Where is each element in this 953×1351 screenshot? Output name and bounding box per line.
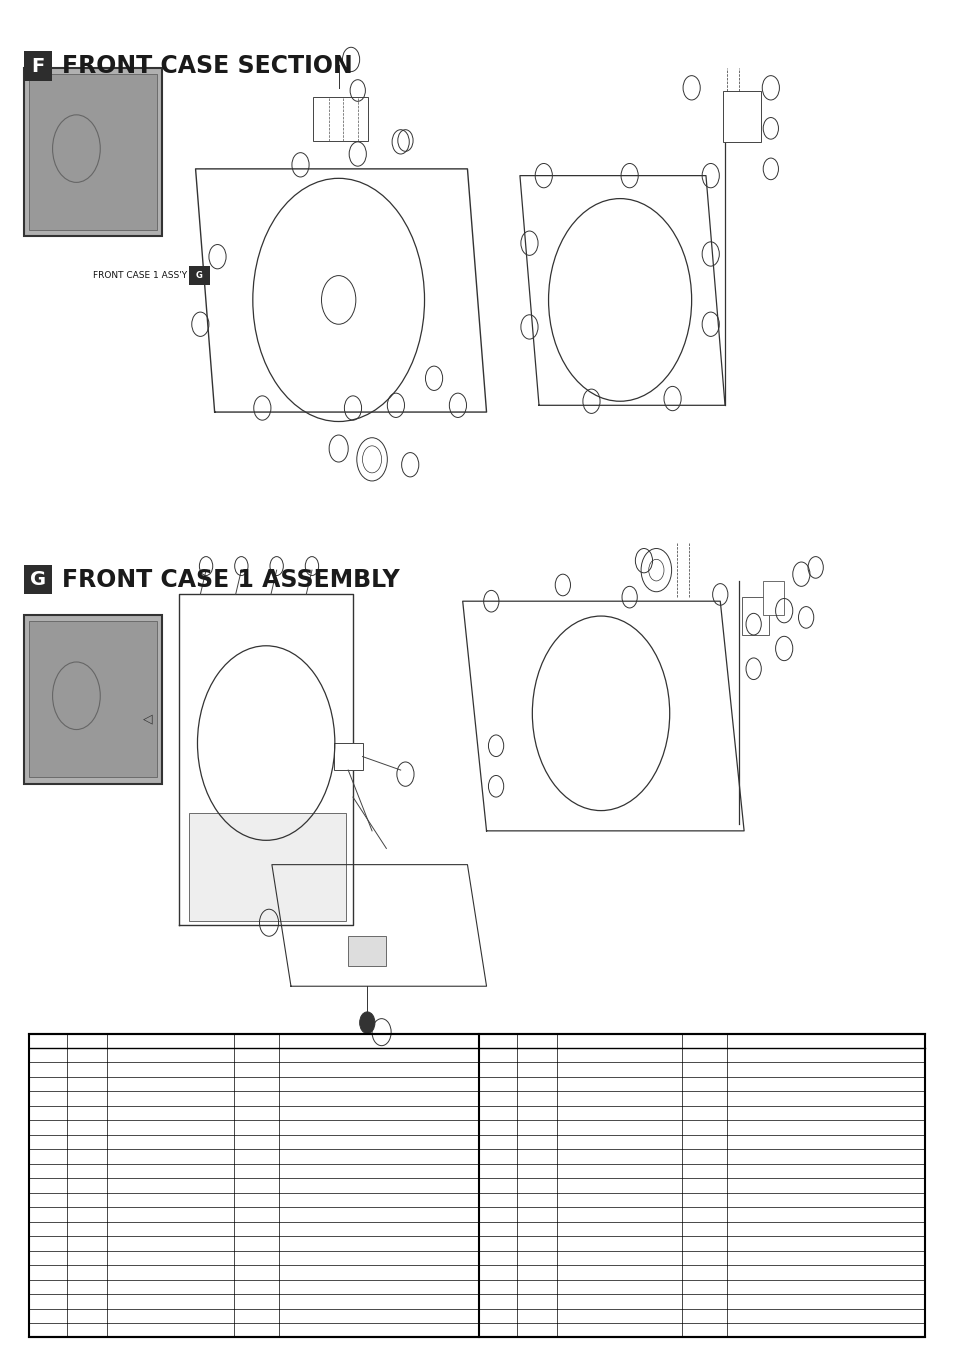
Bar (24, 615, 162, 784)
Bar (762, 581, 783, 615)
Bar (24, 51, 52, 81)
Text: G: G (195, 272, 203, 280)
Bar (189, 266, 210, 285)
Polygon shape (272, 865, 486, 986)
Text: FRONT CASE 1 ASSEMBLY: FRONT CASE 1 ASSEMBLY (62, 567, 399, 592)
Text: F: F (31, 57, 45, 76)
Bar (24, 68, 162, 236)
Polygon shape (195, 169, 486, 412)
Bar (722, 91, 760, 142)
Bar (741, 597, 768, 635)
Polygon shape (462, 601, 743, 831)
Bar (313, 97, 368, 141)
Bar (334, 743, 362, 770)
Text: FRONT CASE 1 ASS'Y: FRONT CASE 1 ASS'Y (92, 272, 187, 280)
Bar (189, 813, 346, 921)
Bar (29, 74, 157, 230)
Polygon shape (519, 176, 724, 405)
Text: FRONT CASE SECTION: FRONT CASE SECTION (62, 54, 353, 78)
Bar (29, 1034, 924, 1337)
Bar (29, 621, 157, 777)
Circle shape (359, 1012, 375, 1034)
Text: ◁: ◁ (143, 712, 152, 725)
Text: G: G (30, 570, 46, 589)
Polygon shape (179, 594, 353, 925)
Bar (24, 565, 52, 594)
Bar (348, 936, 386, 966)
